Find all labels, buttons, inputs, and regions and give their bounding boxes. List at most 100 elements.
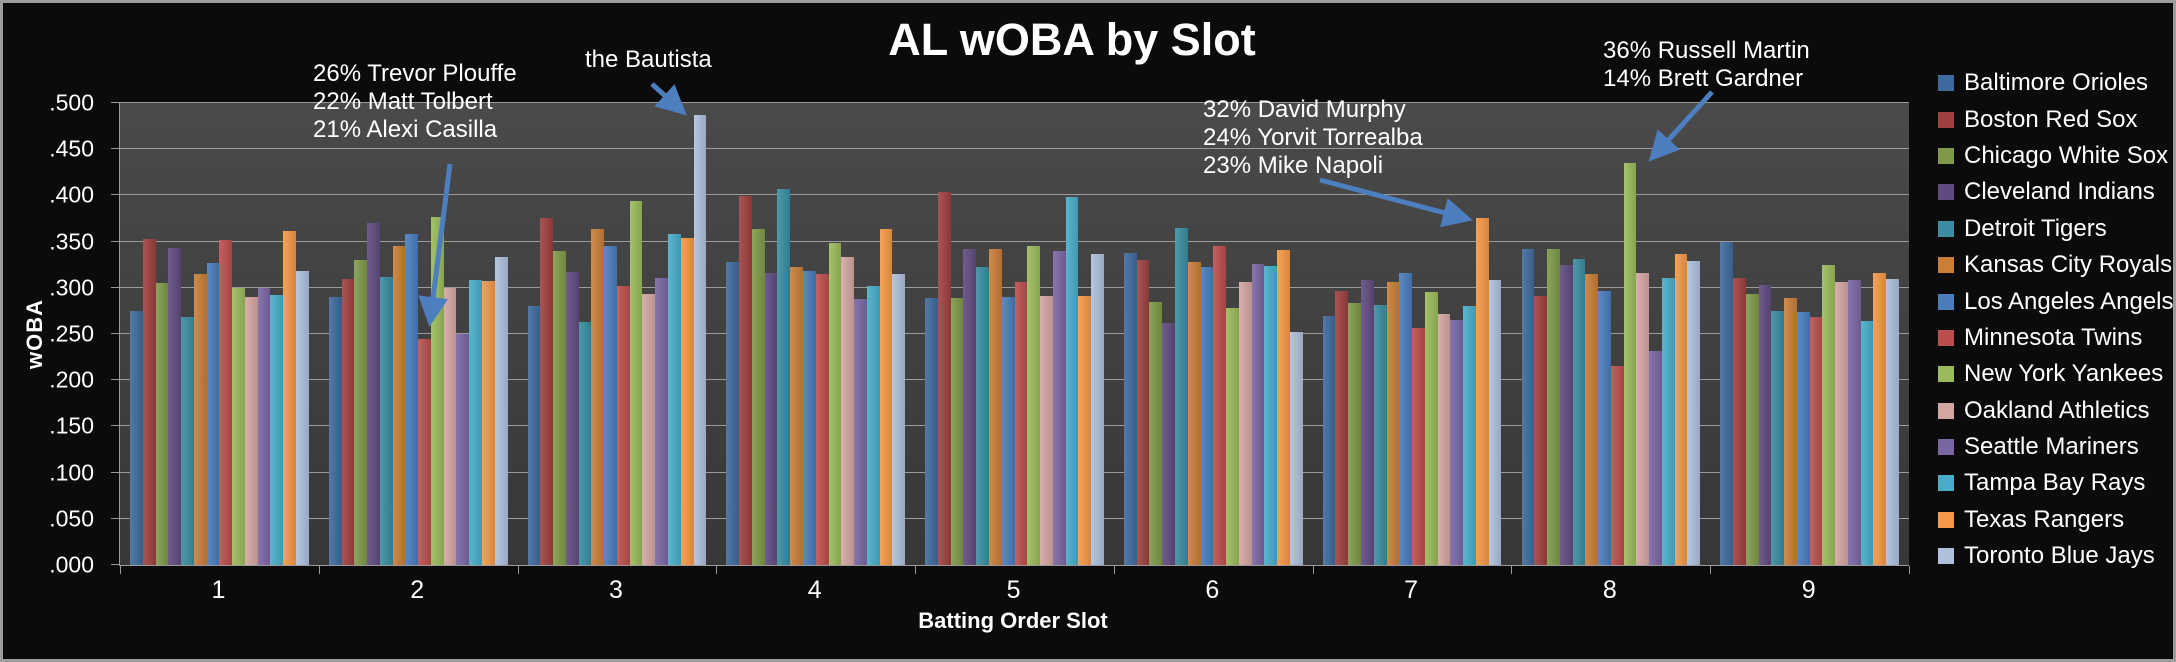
legend-label: Chicago White Sox — [1964, 141, 2169, 169]
annotation-line: 36% Russell Martin — [1603, 37, 1810, 64]
legend-label: Tampa Bay Rays — [1964, 469, 2146, 497]
legend-label: Cleveland Indians — [1964, 178, 2155, 206]
bar-baltimore-orioles-slot-5 — [925, 297, 938, 565]
legend-item-tampa-bay-rays: Tampa Bay Rays — [1938, 465, 2174, 501]
y-axis-tick-labels: .000 .050 .100 .150 .200 .250 .300 .350 .400 .450… — [0, 91, 110, 576]
bar-kansas-city-royals-slot-6 — [1187, 261, 1201, 565]
bar-texas-rangers-slot-4 — [879, 228, 893, 565]
bar-detroit-tigers-slot-3 — [578, 322, 592, 565]
bar-los-angeles-angels-slot-1 — [206, 262, 220, 565]
y-tick-label: .050 — [49, 505, 94, 532]
y-axis-tick — [111, 425, 120, 427]
bar-los-angeles-angels-slot-2 — [405, 234, 419, 565]
legend-label: Texas Rangers — [1964, 505, 2125, 533]
annotation-line: 22% Matt Tolbert — [313, 88, 493, 115]
x-tick-label-5: 5 — [1006, 576, 1021, 604]
legend: Baltimore Orioles Boston Red Sox Chicago W… — [1938, 65, 2174, 574]
bar-seattle-mariners-slot-7 — [1450, 320, 1464, 565]
bar-los-angeles-angels-slot-6 — [1200, 267, 1214, 565]
bar-texas-rangers-slot-6 — [1277, 249, 1290, 565]
bar-group-slot-9 — [1710, 103, 1909, 565]
bar-kansas-city-royals-slot-5 — [988, 249, 1002, 565]
legend-label: Baltimore Orioles — [1964, 69, 2149, 97]
bar-los-angeles-angels-slot-3 — [604, 246, 617, 565]
bar-tampa-bay-rays-slot-2 — [469, 280, 482, 565]
x-tick-label-8: 8 — [1602, 576, 1617, 604]
bar-baltimore-orioles-slot-8 — [1521, 249, 1535, 565]
bar-chicago-white-sox-slot-8 — [1547, 249, 1560, 565]
bar-group-slot-8 — [1511, 103, 1710, 565]
y-axis-tick — [111, 102, 120, 103]
bar-texas-rangers-slot-2 — [482, 281, 495, 565]
bar-baltimore-orioles-slot-1 — [130, 310, 143, 565]
legend-item-chicago-white-sox: Chicago White Sox — [1938, 138, 2174, 174]
bar-tampa-bay-rays-slot-1 — [270, 295, 284, 565]
bar-minnesota-twins-slot-9 — [1809, 317, 1823, 565]
annotation-line: 26% Trevor Plouffe — [313, 60, 517, 87]
bar-new-york-yankees-slot-2 — [430, 216, 444, 565]
legend-label: Los Angeles Angels — [1964, 287, 2174, 315]
annotation-line: 21% Alexi Casilla — [313, 116, 498, 143]
bar-toronto-blue-jays-slot-3 — [693, 115, 707, 565]
bar-cleveland-indians-slot-4 — [764, 273, 778, 565]
bar-los-angeles-angels-slot-9 — [1796, 311, 1810, 565]
legend-item-minnesota-twins: Minnesota Twins — [1938, 320, 2174, 356]
bar-cleveland-indians-slot-9 — [1758, 285, 1772, 565]
bar-detroit-tigers-slot-8 — [1572, 259, 1586, 565]
bar-minnesota-twins-slot-3 — [616, 285, 630, 565]
annotation-line: 14% Brett Gardner — [1603, 65, 1804, 92]
x-axis-tick — [517, 566, 519, 574]
bar-baltimore-orioles-slot-9 — [1720, 241, 1734, 565]
bar-boston-red-sox-slot-4 — [739, 196, 752, 565]
annotation-line: the Bautista — [585, 46, 712, 73]
bar-chicago-white-sox-slot-1 — [155, 283, 169, 565]
legend-swatch — [1938, 111, 1954, 128]
bar-cleveland-indians-slot-1 — [168, 248, 182, 565]
bar-boston-red-sox-slot-5 — [937, 191, 951, 565]
bar-toronto-blue-jays-slot-6 — [1289, 332, 1303, 565]
legend-swatch — [1938, 220, 1954, 237]
y-axis-tick — [111, 564, 120, 565]
legend-item-cleveland-indians: Cleveland Indians — [1938, 174, 2174, 210]
x-axis-tick — [1312, 566, 1314, 574]
bar-kansas-city-royals-slot-4 — [790, 267, 803, 565]
bar-new-york-yankees-slot-5 — [1027, 246, 1041, 565]
bar-tampa-bay-rays-slot-8 — [1661, 277, 1675, 565]
annotation-yankees-slot8: 36% Russell Martin 14% Brett Gardner — [1603, 37, 1810, 93]
bar-toronto-blue-jays-slot-8 — [1687, 261, 1701, 565]
bar-chicago-white-sox-slot-4 — [751, 228, 765, 565]
bar-baltimore-orioles-slot-7 — [1322, 316, 1336, 565]
bar-toronto-blue-jays-slot-9 — [1886, 279, 1899, 565]
legend-label: Minnesota Twins — [1964, 323, 2143, 351]
bar-minnesota-twins-slot-1 — [219, 239, 233, 565]
x-tick-label-9: 9 — [1801, 576, 1816, 604]
y-axis-tick — [111, 517, 120, 519]
bar-boston-red-sox-slot-7 — [1335, 290, 1349, 565]
legend-swatch — [1938, 75, 1954, 92]
legend-label: New York Yankees — [1964, 360, 2164, 388]
bar-new-york-yankees-slot-4 — [828, 243, 842, 565]
bar-boston-red-sox-slot-8 — [1534, 296, 1548, 565]
bar-kansas-city-royals-slot-2 — [392, 246, 406, 565]
bar-oakland-athletics-slot-2 — [443, 287, 457, 565]
bar-group-slot-4 — [716, 103, 915, 565]
bar-kansas-city-royals-slot-3 — [591, 228, 605, 565]
bar-groups-container — [120, 103, 1909, 565]
bar-kansas-city-royals-slot-1 — [193, 273, 207, 565]
bar-boston-red-sox-slot-6 — [1136, 260, 1150, 565]
y-tick-label: .500 — [49, 89, 94, 116]
x-tick-label-3: 3 — [609, 576, 623, 604]
x-tick-label-4: 4 — [807, 576, 822, 604]
bar-seattle-mariners-slot-6 — [1251, 263, 1265, 565]
bar-new-york-yankees-slot-6 — [1226, 308, 1239, 565]
bar-minnesota-twins-slot-7 — [1412, 327, 1425, 565]
bar-kansas-city-royals-slot-7 — [1386, 282, 1400, 565]
bar-new-york-yankees-slot-3 — [629, 200, 643, 565]
y-tick-label: .100 — [49, 459, 94, 486]
annotation-line: 32% David Murphy — [1203, 96, 1406, 123]
legend-item-new-york-yankees: New York Yankees — [1938, 356, 2174, 392]
x-axis-tick — [120, 566, 121, 574]
bar-new-york-yankees-slot-7 — [1424, 292, 1438, 565]
x-axis-tick — [915, 566, 917, 574]
bar-boston-red-sox-slot-2 — [341, 278, 355, 565]
